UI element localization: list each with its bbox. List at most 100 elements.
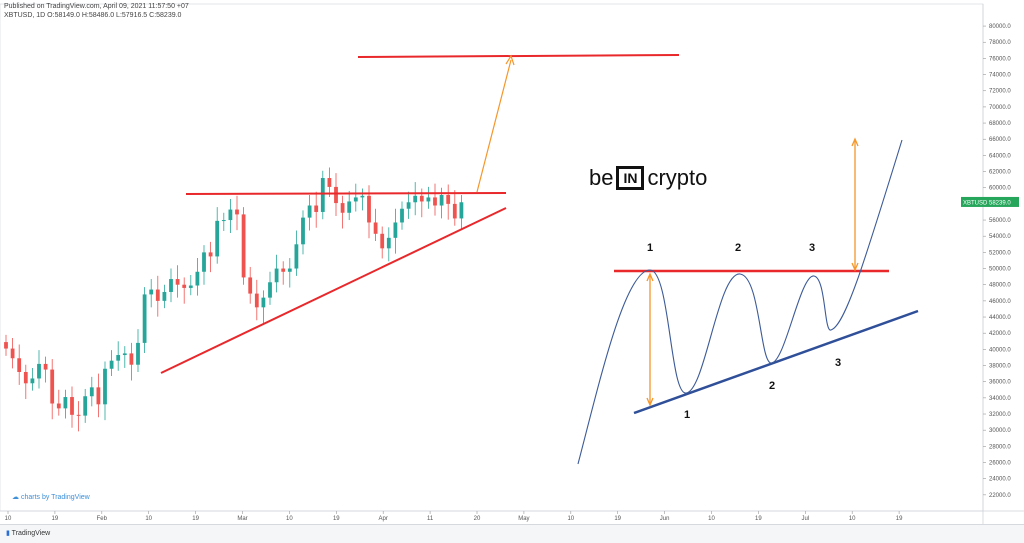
- candle-body: [175, 279, 180, 285]
- candle-body: [373, 222, 378, 234]
- candle: [195, 258, 200, 296]
- candle: [353, 183, 358, 212]
- y-tick-label: 34000.0: [989, 396, 1011, 402]
- schematic-price-path: [577, 139, 903, 465]
- y-tick-label: 72000.0: [989, 89, 1011, 95]
- footer-logo-text: TradingView: [11, 530, 51, 537]
- candle-body: [4, 342, 8, 349]
- target-line: [357, 54, 680, 58]
- candle: [23, 364, 28, 400]
- trough-label: 1: [684, 409, 690, 421]
- x-tick-label: 19: [52, 516, 59, 522]
- height-arrow-left-heads: [646, 272, 654, 407]
- x-tick-label: 10: [5, 516, 12, 522]
- candle: [215, 207, 220, 264]
- tradingview-watermark[interactable]: ☁ charts by TradingView: [12, 493, 90, 501]
- footer-logo[interactable]: ▮ TradingView: [6, 529, 50, 537]
- time-axis[interactable]: 10 19 Feb 10 19 Mar 10 19 Apr 11 20 May 10 19 Jun 10 19 J…: [0, 510, 1024, 522]
- candle-body: [419, 195, 424, 202]
- candle-body: [116, 355, 121, 361]
- candle: [380, 226, 385, 259]
- schematic-support: [633, 309, 919, 415]
- candle-body: [162, 291, 167, 301]
- y-tick-label: 78000.0: [989, 40, 1011, 46]
- candle: [327, 167, 332, 198]
- candle-body: [452, 203, 457, 219]
- drawings: 1 2 3 1 2 3: [160, 54, 919, 465]
- y-tick-label: 42000.0: [989, 331, 1011, 337]
- candle-body: [241, 214, 246, 278]
- candle-body: [235, 209, 239, 215]
- candle: [452, 190, 457, 226]
- candle-body: [129, 353, 134, 365]
- candle-body: [83, 396, 88, 416]
- candle: [281, 261, 286, 285]
- candle-body: [37, 363, 41, 379]
- y-tick-label: 26000.0: [989, 461, 1011, 467]
- candle-body: [103, 368, 107, 405]
- y-tick-label: 66000.0: [989, 137, 1011, 143]
- candle-body: [10, 348, 15, 359]
- y-tick-label: 32000.0: [989, 412, 1011, 418]
- candle: [155, 275, 160, 317]
- x-tick-label: 19: [755, 516, 762, 522]
- candle-body: [433, 197, 437, 206]
- candle-body: [43, 363, 48, 370]
- x-tick-label: 19: [192, 516, 199, 522]
- candle-body: [268, 282, 272, 298]
- candle-body: [254, 293, 259, 308]
- y-tick-label: 28000.0: [989, 444, 1011, 450]
- candle: [340, 195, 345, 229]
- candle: [426, 186, 431, 209]
- candle-body: [287, 268, 292, 272]
- candle-body: [70, 397, 74, 415]
- brand-left: be: [589, 165, 614, 190]
- triangle-resistance-line: [185, 192, 507, 195]
- ohlc-info: XBTUSD, 1D O:58149.0 H:58486.0 L:57916.5…: [4, 12, 182, 19]
- candle: [175, 265, 180, 298]
- candle: [162, 284, 167, 309]
- candle-body: [30, 378, 35, 384]
- candle-body: [327, 178, 332, 187]
- candle-body: [23, 371, 28, 384]
- candle-body: [340, 203, 345, 213]
- candle-body: [122, 353, 127, 356]
- candle-body: [301, 217, 305, 245]
- candle: [294, 230, 299, 276]
- candle-body: [195, 271, 200, 286]
- candle: [413, 182, 418, 216]
- candle-body: [281, 268, 286, 272]
- candle-body: [50, 369, 55, 404]
- candle: [235, 195, 239, 231]
- chart-header: Published on TradingView.com, April 09, …: [4, 2, 189, 20]
- x-tick-label: 19: [333, 516, 340, 522]
- candle: [4, 334, 8, 356]
- y-tick-label: 76000.0: [989, 56, 1011, 62]
- candle: [274, 254, 279, 293]
- candle-body: [307, 205, 312, 218]
- candle-body: [182, 284, 187, 288]
- candle: [17, 344, 22, 385]
- candle-body: [202, 252, 206, 272]
- y-tick-label: 56000.0: [989, 218, 1011, 224]
- candle: [122, 346, 127, 368]
- y-tick-label: 50000.0: [989, 267, 1011, 273]
- candle-body: [109, 360, 114, 369]
- candle: [83, 388, 88, 423]
- candle: [393, 208, 398, 254]
- x-tick-label: Mar: [237, 516, 247, 522]
- y-tick-label: 68000.0: [989, 121, 1011, 127]
- y-tick-label: 38000.0: [989, 364, 1011, 370]
- last-price-text: XBTUSD 58239.0: [963, 200, 1011, 206]
- candle: [30, 367, 35, 391]
- price-axis[interactable]: 22000.0 24000.0 26000.0 28000.0 30000.0 32000…: [961, 4, 1019, 524]
- x-tick-label: 19: [614, 516, 621, 522]
- candle-body: [274, 268, 279, 283]
- candle: [261, 290, 266, 324]
- trough-label: 3: [835, 357, 841, 369]
- last-price-tag[interactable]: [961, 196, 1019, 207]
- brand-right: crypto: [647, 165, 708, 190]
- candle: [459, 194, 464, 229]
- candle-body: [261, 297, 266, 308]
